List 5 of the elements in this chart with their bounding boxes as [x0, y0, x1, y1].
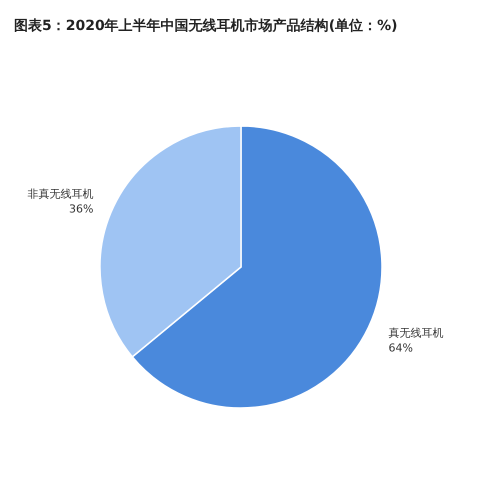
slice-label: 真无线耳机: [388, 326, 444, 340]
data-label: 36%: [69, 202, 94, 216]
data-label: 64%: [388, 341, 413, 354]
slice-label: 非真无线耳机: [28, 188, 94, 201]
chart-title: 图表5：2020年上半年中国无线耳机市场产品结构(单位：%): [14, 17, 398, 34]
